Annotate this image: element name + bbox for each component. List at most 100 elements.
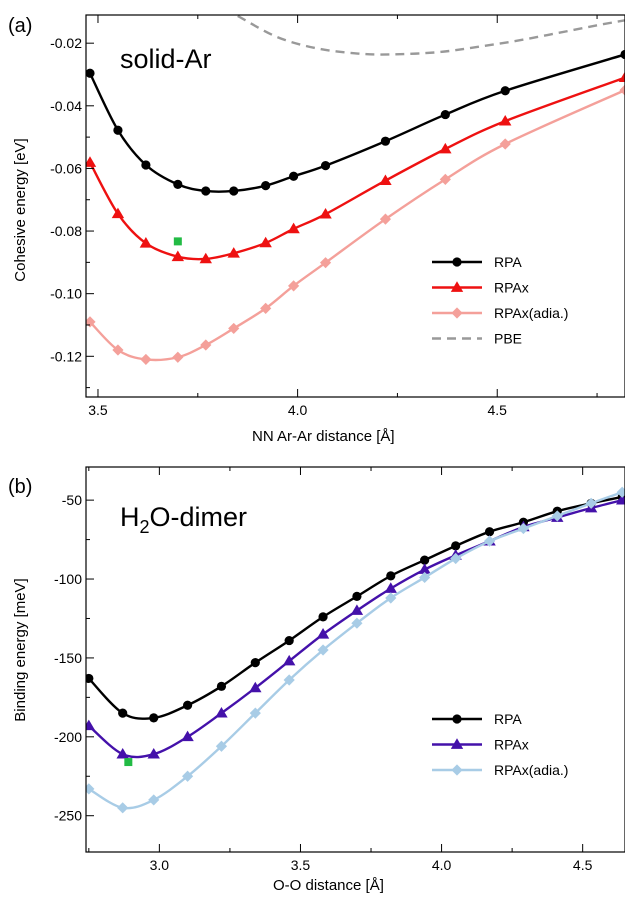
panel-b-plot-area xyxy=(86,486,625,814)
panel-a-x-tick-label: 4.0 xyxy=(288,402,308,418)
panel-a-series-0-line xyxy=(88,53,625,193)
panel-a: 3.5 4.0 4.5-0.12-0.10-0.08-0.06-0.04-0.02 … xyxy=(8,14,625,445)
panel-b: 3.0 3.5 4.0 4.5-250-200-150-100-50 RPARPAxR… xyxy=(8,466,625,894)
panel-a-y-tick-label: -0.12 xyxy=(50,348,82,364)
panel-a-legend-label: RPA xyxy=(494,254,522,270)
panel-b-legend-label: RPA xyxy=(494,711,522,727)
panel-b-y-tick-label: -100 xyxy=(54,571,82,587)
panel-b-series-1-point xyxy=(147,747,160,759)
panel-b-series-1-point xyxy=(249,681,262,693)
panel-a-series-0-point xyxy=(500,86,510,96)
panel-b-series-2-point xyxy=(385,592,397,604)
panel-a-series-1-point xyxy=(379,174,392,185)
panel-a-series-0-point xyxy=(289,171,299,181)
panel-b-y-axis-label: Binding energy [meV] xyxy=(12,578,29,721)
panel-a-series-0-point xyxy=(229,186,239,196)
panel-a-series-0-point xyxy=(201,186,211,196)
panel-a-y-tick-label: -0.08 xyxy=(50,223,82,239)
panel-b-series-0-point xyxy=(420,555,430,565)
panel-b-series-1-point xyxy=(316,628,330,639)
panel-a-axis-ticks: 3.5 4.0 4.5 -0.12 -0.10 -0.08 -0.06 -0.04 -0.02 xyxy=(50,15,598,418)
panel-b-series-2-point xyxy=(585,497,597,509)
panel-a-label: (a) xyxy=(8,15,32,37)
panel-b-series-0-point xyxy=(250,658,260,668)
panel-b-label: (b) xyxy=(8,476,32,498)
panel-a-series-2-point xyxy=(260,302,272,314)
panel-a-series-2-point xyxy=(140,353,152,366)
panel-b-series-1-point xyxy=(418,563,431,574)
panel-b-x-tick-label: 3.5 xyxy=(291,857,311,873)
panel-b-series-1-point xyxy=(86,719,96,731)
panel-b-series-0-point xyxy=(182,700,193,710)
panel-a-series-2-point xyxy=(112,344,124,356)
panel-a-series-0-point xyxy=(173,179,183,189)
panel-a-legend-label: RPAx(adia.) xyxy=(494,305,568,321)
panel-b-legend: RPA RPAx RPAx(adia.) xyxy=(432,711,568,778)
panel-a-series-0-point xyxy=(86,68,95,78)
panel-b-y-tick-label: -50 xyxy=(62,492,82,508)
panel-a-series-1-point xyxy=(86,156,97,167)
panel-b-series-2-point xyxy=(419,571,431,584)
panel-b-series-0-point xyxy=(386,571,396,581)
panel-a-legend-marker xyxy=(450,281,464,292)
panel-a-series-2-point xyxy=(439,173,451,185)
panel-b-x-tick-label: 3.0 xyxy=(150,857,170,873)
panel-b-series-2-point xyxy=(317,644,329,656)
panel-b-series-1-point xyxy=(282,654,296,666)
panel-a-frame xyxy=(85,14,625,398)
panel-a-series-2-point xyxy=(499,138,511,150)
panel-b-series-0-point xyxy=(216,681,227,691)
panel-b-series-2-point xyxy=(517,522,530,535)
panel-b-series-2-point xyxy=(551,510,563,522)
panel-a-series-1-point xyxy=(319,207,332,219)
panel-b-series-2-point xyxy=(351,617,363,629)
panel-a-extra-point xyxy=(173,237,182,246)
panel-b-series-2-point xyxy=(86,783,95,795)
panel-b-series-2-point xyxy=(450,552,462,565)
panel-a-series-2-point xyxy=(619,84,625,96)
panel-a-annotation: solid-Ar xyxy=(120,44,212,74)
panel-b-axis-ticks: 3.0 3.5 4.0 4.5 -250 -200 -150 -100 -50 xyxy=(54,467,593,873)
panel-a-series-3-line xyxy=(237,15,625,56)
panel-b-legend-marker xyxy=(450,738,464,749)
panel-b-series-2-point xyxy=(215,740,228,752)
panel-b-series-0-point xyxy=(149,713,159,723)
panel-a-legend-label: RPAx xyxy=(494,280,529,296)
panel-b-series-0-point xyxy=(284,635,294,646)
panel-b-series-0-point xyxy=(118,708,128,718)
panel-a-series-0-point xyxy=(320,161,331,171)
panel-b-series-0-point xyxy=(451,541,461,551)
panel-a-series-1-point xyxy=(287,222,300,234)
panel-a-series-2-point xyxy=(288,280,300,292)
panel-a-series-1-point xyxy=(171,250,185,262)
panel-a-legend-marker xyxy=(452,257,462,267)
panel-a-series-0-point xyxy=(113,125,123,135)
panel-b-series-2-point xyxy=(148,794,160,806)
panel-b-series-1-point xyxy=(116,747,129,759)
panel-a-y-tick-label: -0.06 xyxy=(50,160,82,176)
panel-a-series-1-point xyxy=(439,142,452,154)
panel-b-series-2-point xyxy=(249,707,261,719)
panel-b-legend-marker xyxy=(452,714,462,724)
panel-a-legend-marker xyxy=(451,307,463,319)
panel-b-series-2-point xyxy=(181,770,194,782)
panel-a-series-0-point xyxy=(620,49,625,60)
panel-a-y-tick-label: -0.04 xyxy=(50,98,82,114)
panel-a-series-1-line xyxy=(88,76,625,261)
panel-b-extra-point xyxy=(124,758,133,767)
panel-a-legend-label: PBE xyxy=(494,331,522,347)
panel-a-x-axis-label: NN Ar-Ar distance [Å] xyxy=(252,428,395,445)
panel-a-series-2-point xyxy=(319,257,332,269)
panel-a-series-1-point xyxy=(199,252,212,264)
panel-a-series-2-point xyxy=(172,351,184,363)
panel-a-series-1-point xyxy=(618,71,625,82)
panel-b-series-0-point xyxy=(318,612,328,622)
panel-a-series-0-point xyxy=(261,181,271,191)
panel-b-frame xyxy=(85,466,625,853)
panel-b-legend-marker xyxy=(451,764,463,776)
panel-b-x-tick-label: 4.5 xyxy=(573,857,593,873)
panel-b-series-1-line xyxy=(88,498,623,759)
panel-a-series-1-point xyxy=(499,114,512,126)
panel-b-series-1-point xyxy=(181,730,194,742)
